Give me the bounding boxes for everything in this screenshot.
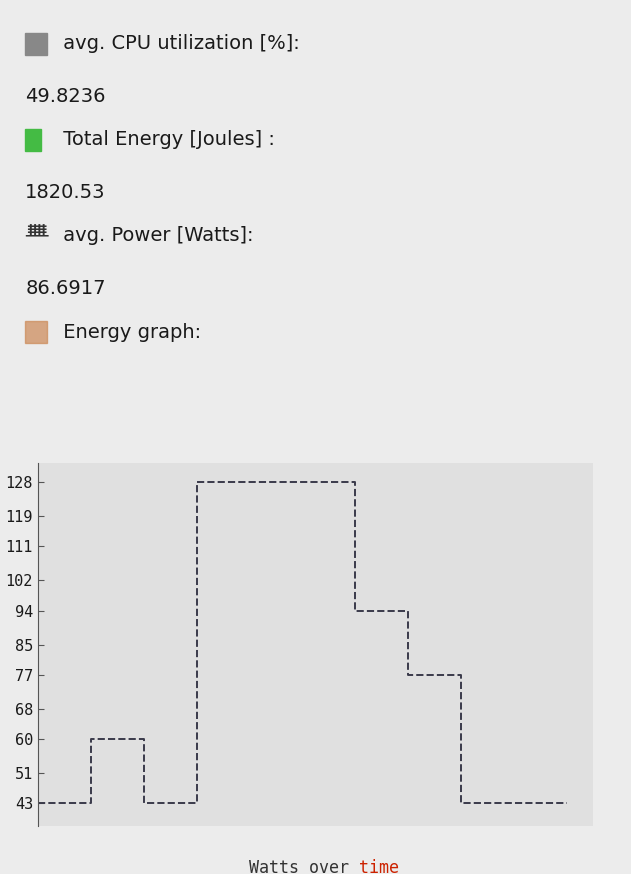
Text: 1820.53: 1820.53 [25, 183, 106, 202]
Text: Watts over: Watts over [249, 858, 359, 874]
Text: ᚙ: ᚙ [25, 226, 47, 246]
Text: Total Energy [Joules] :: Total Energy [Joules] : [57, 130, 274, 149]
Text: avg. CPU utilization [%]:: avg. CPU utilization [%]: [57, 34, 300, 53]
Text: 49.8236: 49.8236 [25, 87, 106, 106]
Bar [25, 32, 47, 54]
Bar [25, 321, 47, 343]
Text: 86.6917: 86.6917 [25, 279, 106, 298]
Bar [25, 128, 41, 150]
Text: time: time [359, 858, 399, 874]
Text: avg. Power [Watts]:: avg. Power [Watts]: [57, 226, 253, 246]
Text: Energy graph:: Energy graph: [57, 323, 201, 342]
